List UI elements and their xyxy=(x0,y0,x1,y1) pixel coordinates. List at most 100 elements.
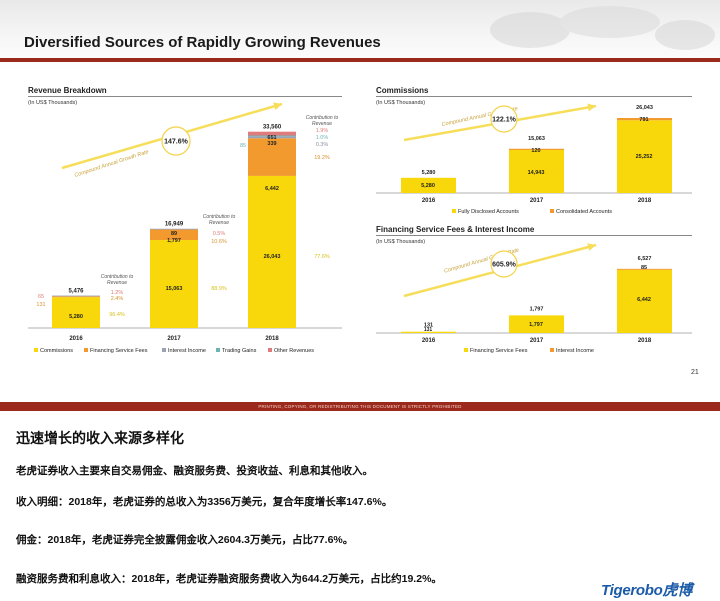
financing-bar-2018-1 xyxy=(617,268,672,270)
revenue-bar-2018-other-revenues xyxy=(248,131,296,136)
revenue-total-label: 16,949 xyxy=(165,222,184,228)
revenue-legend-swatch xyxy=(216,348,220,352)
contribution-value: 19.2% xyxy=(314,155,330,161)
commissions-bar-2016-0 xyxy=(401,177,456,193)
revenue-title-rule xyxy=(28,96,342,97)
commissions-bar-label: 791 xyxy=(639,117,648,123)
note-line-1: 老虎证券收入主要来自交易佣金、融资服务费、投资收益、利息和其他收入。 xyxy=(16,465,373,477)
revenue-total-label: 5,476 xyxy=(68,289,84,295)
financing-x-tick: 2018 xyxy=(638,338,652,344)
financing-bar-label: 131 xyxy=(424,327,433,333)
revenue-bar-label: 1,797 xyxy=(167,238,181,244)
contribution-heading: Contribution to xyxy=(306,115,339,121)
cagr-arrow-head xyxy=(273,102,282,111)
commissions-bar-label: 5,280 xyxy=(421,183,435,189)
financing-bar-label: 85 xyxy=(641,265,647,271)
cagr-value: 122.1% xyxy=(492,117,517,124)
contribution-value: 77.6% xyxy=(314,254,330,260)
revenue-x-tick: 2016 xyxy=(69,336,83,342)
cagr-arrow-head xyxy=(587,103,596,112)
revenue-unit: (In US$ Thousands) xyxy=(28,100,78,106)
note-line-2: 收入明细：2018年，老虎证券的总收入为3356万美元，复合年度增长率147.6… xyxy=(16,496,393,508)
commissions-bar-label: 14,943 xyxy=(528,170,545,176)
commissions-legend-label: Fully Disclosed Accounts xyxy=(458,209,519,215)
revenue-bar-2017-commissions xyxy=(150,240,198,328)
revenue-chart-title: Revenue Breakdown xyxy=(28,86,107,95)
revenue-bar-label: 6,442 xyxy=(265,186,279,192)
contribution-value: 88.9% xyxy=(211,286,227,292)
revenue-bar-label: 26,043 xyxy=(264,254,281,260)
financing-bar-label: 6,442 xyxy=(637,297,651,303)
charts-canvas: 20165,476201716,949201833,5605,280651311… xyxy=(28,102,692,354)
contribution-value: 1.2% xyxy=(111,290,124,296)
revenue-legend-label: Trading Gains xyxy=(222,348,257,354)
financing-legend-label: Financing Service Fees xyxy=(470,348,528,354)
contribution-value: 96.4% xyxy=(109,312,125,318)
commissions-bar-label: 120 xyxy=(531,148,540,154)
contribution-heading: Revenue xyxy=(312,121,332,127)
financing-bar-label: 1,797 xyxy=(529,322,543,328)
revenue-bar-2016-interest-income xyxy=(52,295,100,297)
financing-legend-swatch xyxy=(550,348,554,352)
contribution-value: 1.9% xyxy=(316,128,329,134)
financing-legend-swatch xyxy=(464,348,468,352)
slide-title: Diversified Sources of Rapidly Growing R… xyxy=(24,34,381,51)
commissions-total-label: 15,063 xyxy=(528,136,545,142)
revenue-bar-label: 5,280 xyxy=(69,314,83,320)
revenue-bar-2016-commissions xyxy=(52,297,100,328)
page-number: 21 xyxy=(691,369,699,376)
slide: Diversified Sources of Rapidly Growing R… xyxy=(0,0,720,415)
revenue-bar-2018-financing-service-fees xyxy=(248,138,296,176)
revenue-x-tick: 2017 xyxy=(167,336,181,342)
revenue-bar-2018-trading-gains xyxy=(248,135,296,137)
cagr-circle xyxy=(161,126,191,156)
footer-disclaimer: PRINTING, COPYING, OR REDISTRIBUTING THI… xyxy=(258,404,462,409)
revenue-legend-label: Financing Service Fees xyxy=(90,348,148,354)
cagr-value: 147.6% xyxy=(164,139,189,146)
revenue-total-label: 33,560 xyxy=(263,125,282,131)
financing-bar-2018-0 xyxy=(617,269,672,333)
financing-chart-title: Financing Service Fees & Interest Income xyxy=(376,225,535,234)
financing-x-tick: 2017 xyxy=(530,338,544,344)
footer-bar: PRINTING, COPYING, OR REDISTRIBUTING THI… xyxy=(0,402,720,411)
contribution-value: 2.4% xyxy=(111,296,124,302)
commissions-title-rule xyxy=(376,96,692,97)
revenue-legend-label: Interest Income xyxy=(168,348,206,354)
financing-total-label: 1,797 xyxy=(530,306,544,312)
revenue-legend-swatch xyxy=(268,348,272,352)
contribution-heading: Contribution to xyxy=(203,214,236,220)
commissions-bar-2017-1 xyxy=(509,148,564,150)
title-divider xyxy=(0,58,720,62)
contribution-value: 0.5% xyxy=(213,231,226,237)
commissions-total-label: 5,280 xyxy=(422,170,436,176)
commissions-total-label: 26,043 xyxy=(636,105,653,111)
financing-total-label: 6,527 xyxy=(638,256,652,262)
revenue-bar-label: 89 xyxy=(171,231,177,237)
commissions-x-tick: 2018 xyxy=(638,198,652,204)
revenue-legend-swatch xyxy=(34,348,38,352)
note-line-3: 佣金：2018年，老虎证券完全披露佣金收入2604.3万美元，占比77.6%。 xyxy=(16,534,354,546)
commissions-x-tick: 2017 xyxy=(530,198,544,204)
contribution-heading: Contribution to xyxy=(101,274,134,280)
commissions-chart-title: Commissions xyxy=(376,86,429,95)
revenue-legend-swatch xyxy=(84,348,88,352)
financing-bar-2016-0 xyxy=(401,331,456,333)
revenue-bar-label: 65 xyxy=(38,294,44,300)
commissions-bar-2018-1 xyxy=(617,118,672,121)
revenue-bar-2017-financing-service-fees xyxy=(150,229,198,241)
commissions-legend-swatch xyxy=(550,209,554,213)
contribution-value: 0.3% xyxy=(316,142,329,148)
revenue-bar-2018-interest-income xyxy=(248,136,296,139)
commissions-bar-label: 25,252 xyxy=(636,154,653,160)
revenue-bar-label: 131 xyxy=(36,302,45,308)
notes-heading: 迅速增长的收入来源多样化 xyxy=(16,430,184,446)
world-map-watermark xyxy=(490,6,715,50)
notes-section: 迅速增长的收入来源多样化 老虎证券收入主要来自交易佣金、融资服务费、投资收益、利… xyxy=(16,428,706,585)
note-line-4: 融资服务费和利息收入：2018年，老虎证券融资服务费收入为644.2万美元，占比… xyxy=(16,573,442,585)
revenue-bar-label: 651 xyxy=(267,135,276,141)
contribution-value: 1.0% xyxy=(316,135,329,141)
tigerobo-logo: Tigerobo虎博 xyxy=(601,582,692,599)
financing-total-label: 131 xyxy=(424,323,433,329)
revenue-bar-2016-financing-service-fees xyxy=(52,296,100,298)
commissions-legend-swatch xyxy=(452,209,456,213)
